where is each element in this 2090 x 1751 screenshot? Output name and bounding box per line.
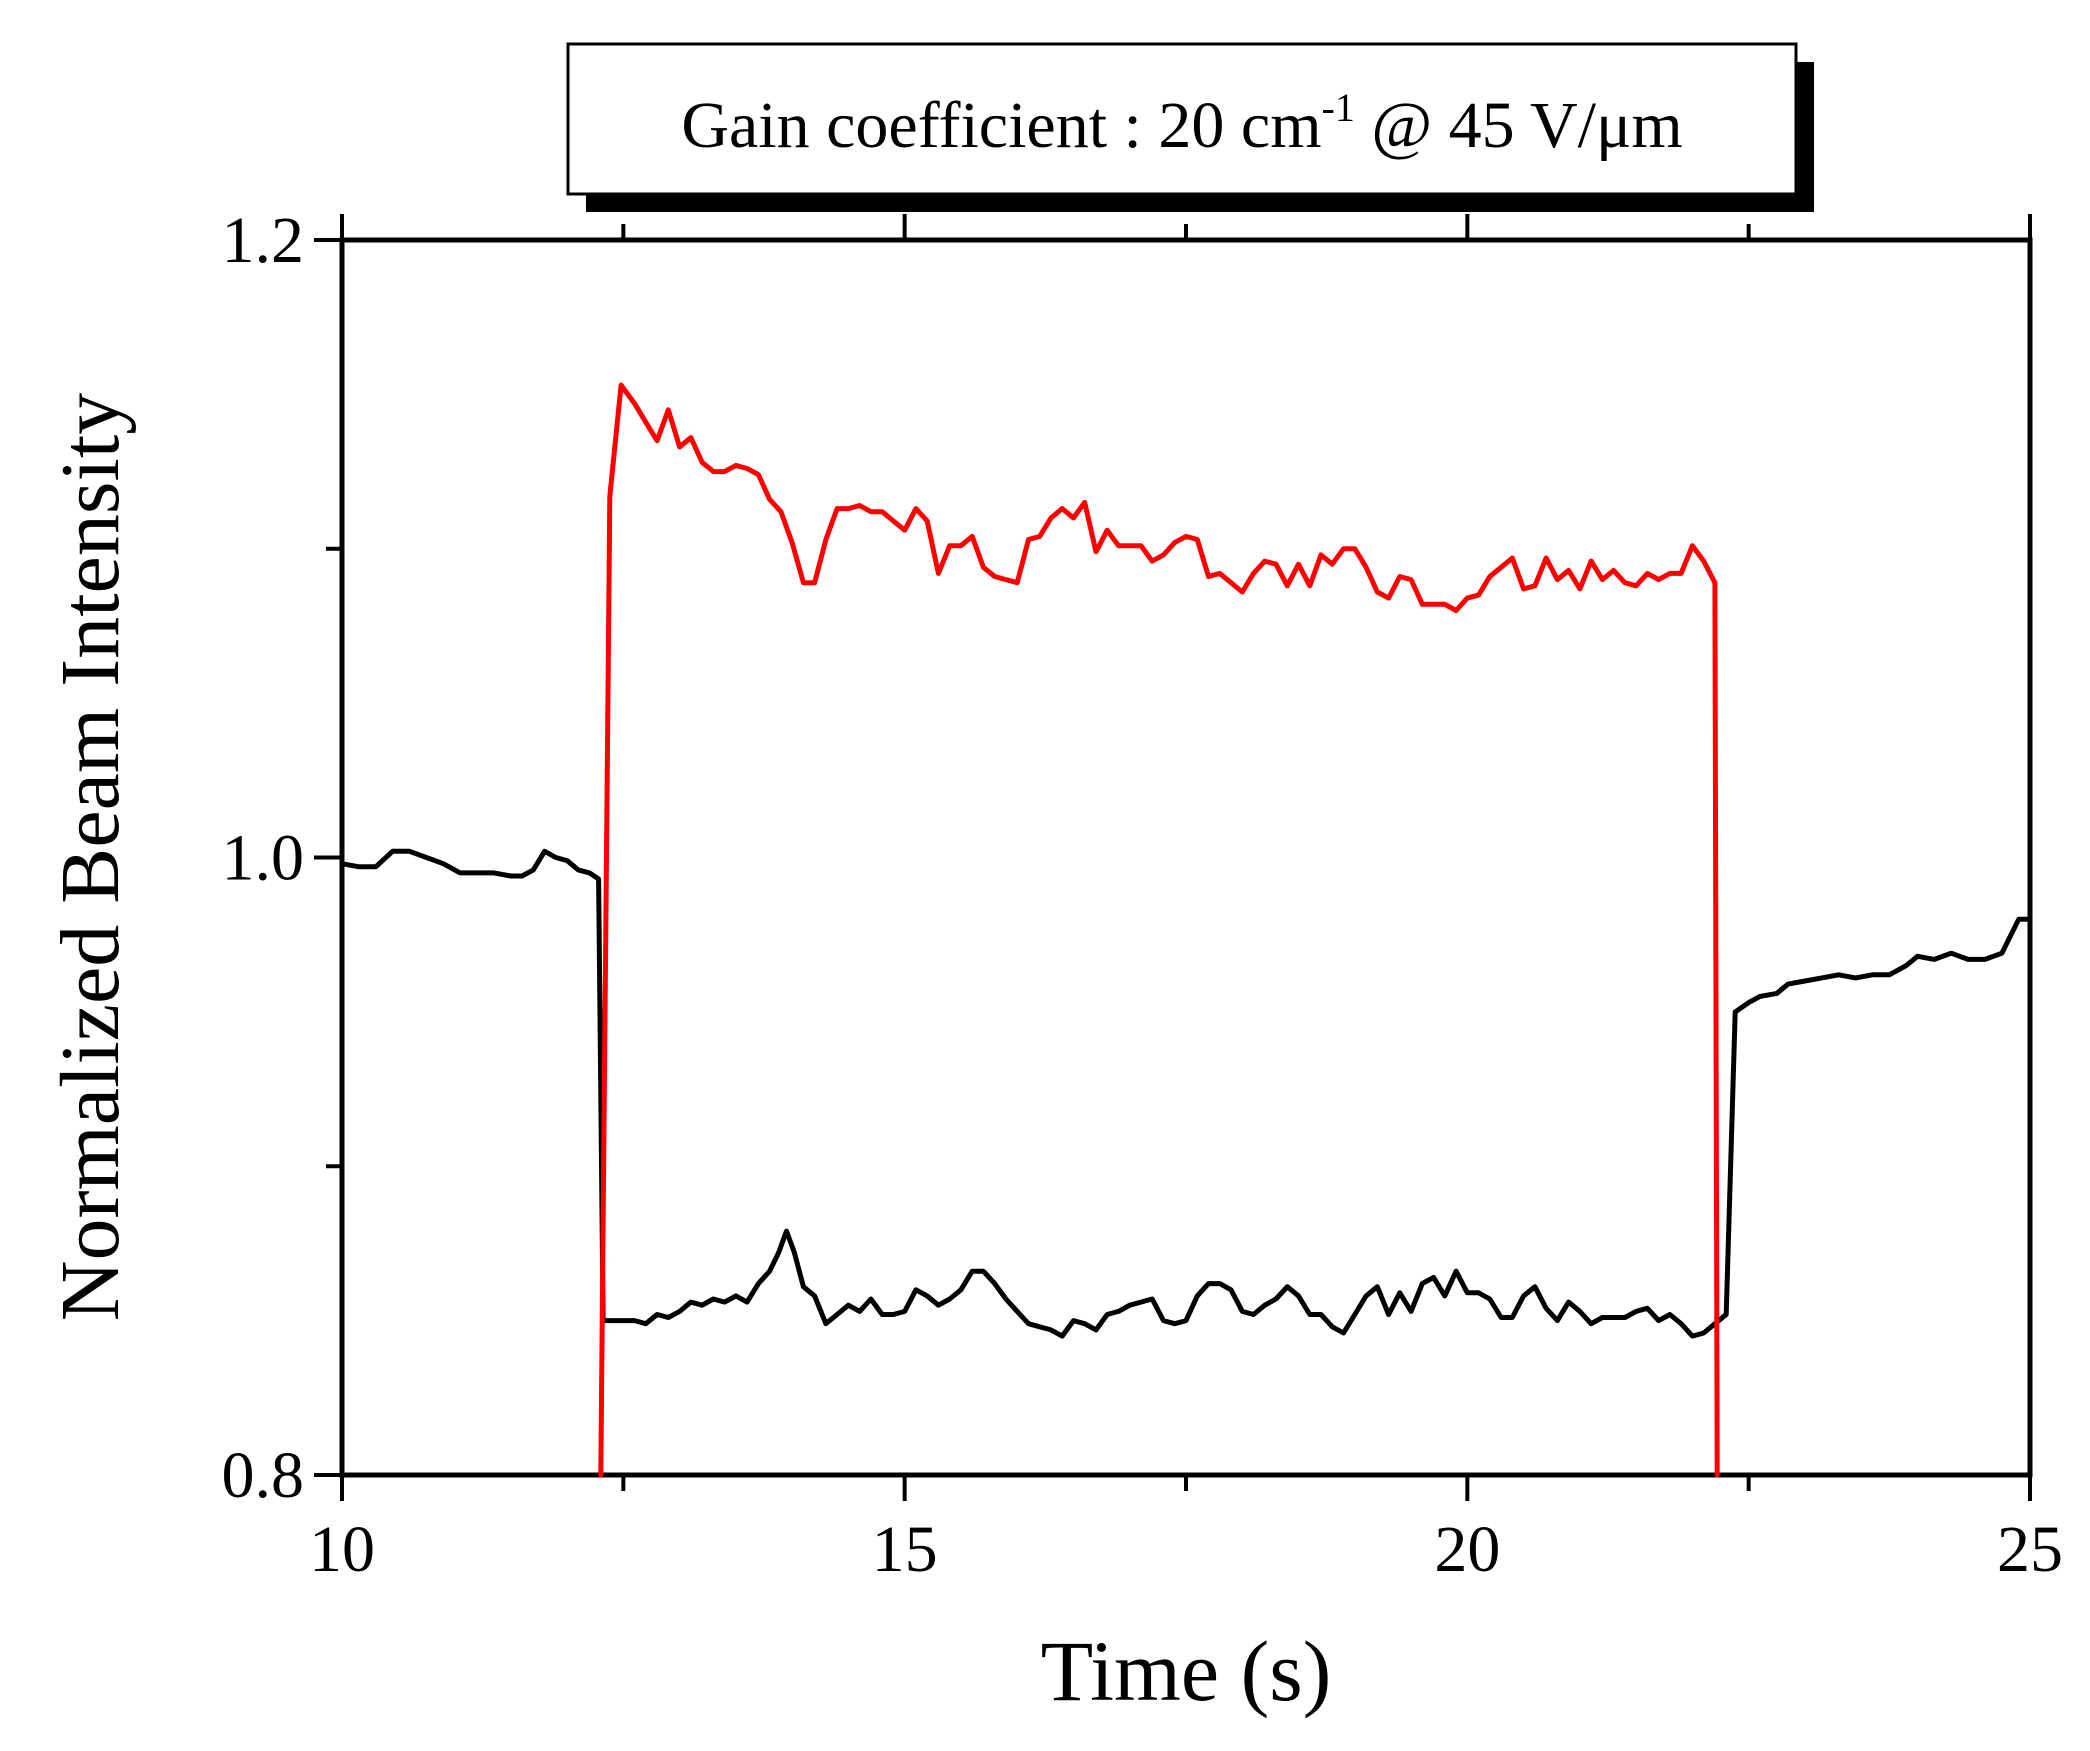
y-tick-label: 1.2 xyxy=(222,204,305,277)
legend-text-prefix: Gain coefficient : 20 cm xyxy=(681,89,1321,162)
x-tick-label: 25 xyxy=(1997,1513,2063,1586)
legend-box: Gain coefficient : 20 cm-1 @ 45 V/μm xyxy=(566,42,1814,212)
tick-labels-layer: 10 15 20 25 0.8 1.0 1.2 xyxy=(222,204,2064,1586)
x-tick-label: 15 xyxy=(872,1513,938,1586)
x-tick-label: 20 xyxy=(1434,1513,1500,1586)
plot-frame xyxy=(339,237,2033,1478)
x-axis-label: Time (s) xyxy=(1041,1623,1332,1719)
series-layer xyxy=(339,382,2033,1478)
ticks-layer xyxy=(314,214,2032,1501)
legend-text-superscript: -1 xyxy=(1322,85,1355,130)
legend-box-frame xyxy=(566,42,1798,196)
y-tick-label: 0.8 xyxy=(222,1439,305,1512)
y-tick-label: 1.0 xyxy=(222,822,305,895)
series-line-black xyxy=(339,848,2033,1339)
legend-text-suffix: @ 45 V/μm xyxy=(1355,89,1683,162)
x-tick-label: 10 xyxy=(309,1513,375,1586)
series-line-red xyxy=(598,382,1720,1478)
y-axis-label: Normalized Beam Intensity xyxy=(44,393,137,1321)
legend-text: Gain coefficient : 20 cm-1 @ 45 V/μm xyxy=(681,85,1682,162)
